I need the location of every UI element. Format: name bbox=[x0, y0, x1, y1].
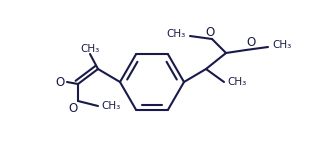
Text: CH₃: CH₃ bbox=[166, 29, 186, 39]
Text: O: O bbox=[205, 26, 215, 38]
Text: O: O bbox=[68, 102, 78, 115]
Text: O: O bbox=[55, 75, 65, 89]
Text: CH₃: CH₃ bbox=[227, 77, 247, 87]
Text: CH₃: CH₃ bbox=[80, 44, 100, 54]
Text: CH₃: CH₃ bbox=[272, 40, 292, 50]
Text: CH₃: CH₃ bbox=[101, 101, 121, 111]
Text: O: O bbox=[246, 35, 256, 49]
